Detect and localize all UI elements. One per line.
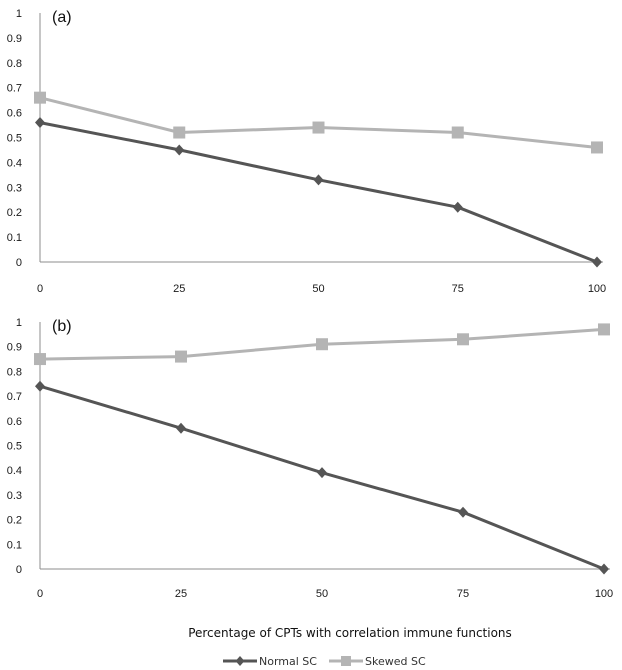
y-tick-label: 0.3 <box>7 490 22 502</box>
data-point-skewed-sc <box>173 126 186 139</box>
y-tick-label: 0.5 <box>7 133 22 145</box>
series-normal-sc <box>35 380 609 575</box>
data-point-skewed-sc <box>598 323 610 336</box>
data-point-normal-sc <box>592 256 602 268</box>
legend-item-normal-sc: Normal SC <box>223 655 317 668</box>
legend-marker-square <box>341 656 351 666</box>
x-tick-label: 100 <box>595 588 613 600</box>
series-line-normal-sc <box>39 121 598 264</box>
y-tick-label: 1 <box>16 317 22 329</box>
data-point-skewed-sc <box>591 141 603 154</box>
data-point-normal-sc <box>452 201 463 213</box>
data-point-normal-sc <box>35 380 45 392</box>
chart-panel-a: 0 0.1 0.2 0.3 0.4 0.5 0.6 0.7 0.8 0.9 1 0 25 50 75 100 (… <box>7 8 606 295</box>
y-tick-label: 0.3 <box>7 182 22 194</box>
y-tick-label: 1 <box>16 8 22 20</box>
data-point-skewed-sc <box>316 338 328 351</box>
legend-item-skewed-sc: Skewed SC <box>329 655 426 668</box>
x-tick-label: 25 <box>173 283 185 295</box>
x-tick-label: 75 <box>457 588 469 600</box>
y-tick-label: 0.9 <box>7 342 22 354</box>
y-tick-label: 0.1 <box>7 539 22 551</box>
x-tick-label: 0 <box>37 283 43 295</box>
panel-label: (b) <box>52 318 72 335</box>
y-tick-label: 0.9 <box>7 33 22 45</box>
series-skewed-sc <box>34 91 603 154</box>
y-tick-label: 0.7 <box>7 391 22 403</box>
series-normal-sc <box>35 117 602 268</box>
y-tick-label: 0.5 <box>7 441 22 453</box>
y-tick-label: 0.1 <box>7 232 22 244</box>
y-tick-label: 0.2 <box>7 207 22 219</box>
y-tick-label: 0.4 <box>7 465 22 477</box>
data-point-skewed-sc <box>34 91 46 104</box>
data-point-normal-sc <box>35 117 45 129</box>
legend-label: Skewed SC <box>365 655 426 668</box>
y-tick-label: 0 <box>16 564 22 576</box>
legend-marker-diamond <box>235 656 245 666</box>
x-tick-label: 50 <box>316 588 328 600</box>
chart-panels: 00.10.20.30.40.50.60.70.80.910 25 50 75 100(… <box>7 8 613 600</box>
data-point-normal-sc <box>317 467 327 479</box>
x-tick-label: 100 <box>588 283 606 295</box>
x-tick-label: 25 <box>175 588 187 600</box>
y-tick-label: 0.8 <box>7 366 22 378</box>
y-tick-label: 0 <box>16 257 22 269</box>
y-tick-label: 0.4 <box>7 157 22 169</box>
legend-label: Normal SC <box>259 655 317 668</box>
legend: Normal SC Skewed SC <box>223 655 426 668</box>
data-point-skewed-sc <box>451 126 464 139</box>
x-tick-label: 75 <box>452 283 464 295</box>
x-tick-label: 50 <box>312 283 324 295</box>
y-tick-label: 0.7 <box>7 83 22 95</box>
data-point-normal-sc <box>176 422 186 434</box>
y-tick-label: 0.2 <box>7 515 22 527</box>
data-point-skewed-sc <box>312 121 325 134</box>
data-point-skewed-sc <box>457 333 469 346</box>
data-point-skewed-sc <box>175 350 187 363</box>
series-skewed-sc <box>34 323 610 366</box>
data-point-normal-sc <box>458 506 468 518</box>
chart-panel-b: 0 0.1 0.2 0.3 0.4 0.5 0.6 0.7 0.8 0.9 1 0 25 50 75 100 (… <box>7 317 613 600</box>
x-tick-label: 0 <box>37 588 43 600</box>
x-axis-label: Percentage of CPTs with correlation immu… <box>188 626 512 640</box>
data-point-normal-sc <box>313 174 324 186</box>
data-point-normal-sc <box>174 144 185 156</box>
data-point-skewed-sc <box>34 353 46 366</box>
panel-label: (a) <box>52 9 72 26</box>
y-tick-label: 0.6 <box>7 108 22 120</box>
data-point-normal-sc <box>599 563 609 575</box>
y-tick-label: 0.8 <box>7 58 22 70</box>
y-tick-label: 0.6 <box>7 416 22 428</box>
